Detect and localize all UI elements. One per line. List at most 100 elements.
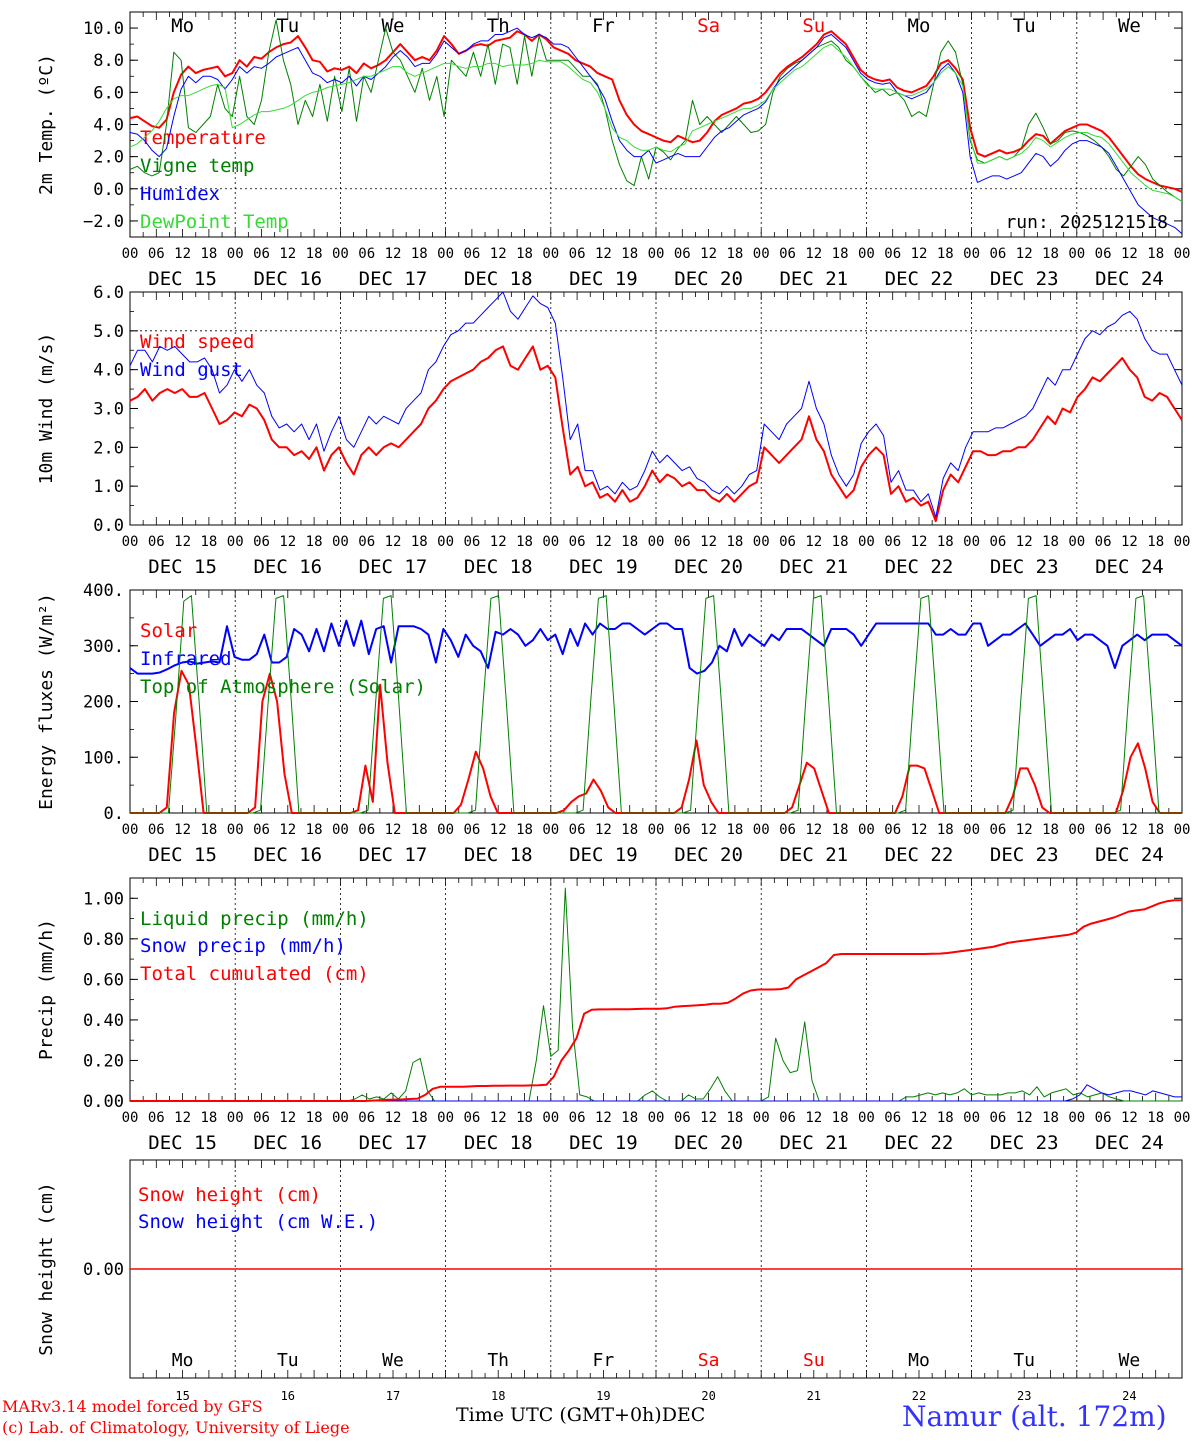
hour-tick-label: 00 <box>753 822 770 838</box>
hour-tick-label: 00 <box>227 822 244 838</box>
date-label: DEC 21 <box>779 556 848 578</box>
hour-tick-label: 06 <box>253 822 270 838</box>
hour-tick-label: 06 <box>569 246 586 262</box>
hour-tick-label: 18 <box>200 246 217 262</box>
date-label: DEC 20 <box>674 268 743 290</box>
hour-tick-label: 00 <box>122 246 139 262</box>
hour-tick-label: 06 <box>674 534 691 550</box>
legend-entry: Humidex <box>140 183 220 205</box>
y-tick-label: 0.40 <box>83 1011 124 1031</box>
hour-tick-label: 18 <box>1042 534 1059 550</box>
hour-tick-label: 00 <box>753 534 770 550</box>
hour-tick-label: 12 <box>385 534 402 550</box>
y-tick-label: 10.0 <box>83 19 124 39</box>
date-label: DEC 24 <box>1095 556 1164 578</box>
date-label: DEC 24 <box>1095 844 1164 866</box>
day-name-label: Sa <box>697 15 720 37</box>
hour-tick-label: 18 <box>937 822 954 838</box>
hour-tick-label: 12 <box>279 1110 296 1126</box>
series-line-infrared <box>129 619 1183 675</box>
y-tick-label: −2.0 <box>83 212 124 232</box>
legend-entry: Top of Atmosphere (Solar) <box>140 676 426 698</box>
hour-tick-label: 12 <box>490 246 507 262</box>
hour-tick-label: 00 <box>437 246 454 262</box>
date-label: DEC 16 <box>253 1132 322 1154</box>
hour-tick-label: 06 <box>779 822 796 838</box>
hour-tick-label: 00 <box>122 1110 139 1126</box>
date-label: DEC 20 <box>674 844 743 866</box>
date-label: DEC 24 <box>1095 1132 1164 1154</box>
hour-tick-label: 18 <box>726 822 743 838</box>
day-number-label: 16 <box>281 1389 295 1403</box>
hour-tick-label: 00 <box>858 534 875 550</box>
panel-1: −2.0 0.0 2.0 4.0 6.0 8.0 10.0 2m Temp. (ºC) 00 06… <box>36 11 1190 290</box>
month-label: DEC <box>661 1404 706 1426</box>
hour-tick-label: 12 <box>911 822 928 838</box>
date-label: DEC 19 <box>569 1132 638 1154</box>
date-label: DEC 23 <box>990 1132 1059 1154</box>
hour-tick-label: 12 <box>279 822 296 838</box>
date-label: DEC 22 <box>885 1132 954 1154</box>
day-number-label: 22 <box>912 1389 926 1403</box>
y-tick-label: 200. <box>83 693 124 713</box>
day-number-label: 19 <box>596 1389 610 1403</box>
series-line-dewpoint-temp <box>129 43 1183 203</box>
hour-tick-label: 06 <box>569 822 586 838</box>
hour-tick-label: 06 <box>779 246 796 262</box>
hour-tick-label: 12 <box>911 246 928 262</box>
hour-tick-label: 00 <box>332 246 349 262</box>
station-name: Namur (alt. 172m) <box>902 1400 1167 1433</box>
y-tick-label: 0. <box>104 804 124 824</box>
hour-tick-label: 06 <box>674 822 691 838</box>
hour-tick-label: 00 <box>542 1110 559 1126</box>
hour-tick-label: 06 <box>358 822 375 838</box>
date-label: DEC 24 <box>1095 268 1164 290</box>
hour-tick-label: 12 <box>805 246 822 262</box>
hour-tick-label: 06 <box>148 534 165 550</box>
hour-tick-label: 00 <box>648 822 665 838</box>
hour-tick-label: 18 <box>1042 246 1059 262</box>
date-label: DEC 17 <box>359 556 428 578</box>
hour-tick-label: 06 <box>569 1110 586 1126</box>
hour-tick-label: 06 <box>884 822 901 838</box>
hour-tick-label: 18 <box>726 1110 743 1126</box>
date-label: DEC 20 <box>674 1132 743 1154</box>
hour-tick-label: 06 <box>779 1110 796 1126</box>
date-label: DEC 15 <box>148 844 217 866</box>
hour-tick-label: 00 <box>542 534 559 550</box>
date-label: DEC 18 <box>464 556 533 578</box>
hour-tick-label: 00 <box>963 534 980 550</box>
credit-line-1: MARv3.14 model forced by GFS <box>2 1397 263 1416</box>
date-label: DEC 17 <box>359 1132 428 1154</box>
y-tick-label: 0.00 <box>83 1092 124 1112</box>
y-axis-title: Energy fluxes (W/m²) <box>36 593 57 810</box>
hour-tick-label: 18 <box>200 534 217 550</box>
hour-tick-label: 12 <box>700 534 717 550</box>
date-label: DEC 22 <box>885 556 954 578</box>
hour-tick-label: 18 <box>411 1110 428 1126</box>
day-name-label: Sa <box>698 1350 720 1371</box>
day-name-label: We <box>382 15 405 37</box>
series-line-humidex <box>129 27 1183 235</box>
hour-tick-label: 00 <box>332 534 349 550</box>
hour-tick-label: 12 <box>805 1110 822 1126</box>
y-tick-label: 0.60 <box>83 970 124 990</box>
hour-tick-label: 00 <box>1068 246 1085 262</box>
y-tick-label: 4.0 <box>93 361 124 381</box>
hour-tick-label: 00 <box>753 246 770 262</box>
day-name-label: Su <box>803 1350 825 1371</box>
day-name-label: Tu <box>1013 15 1036 37</box>
legend-entry: Infrared <box>140 648 232 670</box>
hour-tick-label: 00 <box>858 1110 875 1126</box>
hour-tick-label: 00 <box>1174 822 1191 838</box>
model-credits: MARv3.14 model forced by GFS (c) Lab. of… <box>2 1396 350 1438</box>
hour-tick-label: 12 <box>174 1110 191 1126</box>
y-axis-title: 10m Wind (m/s) <box>36 333 57 485</box>
hour-tick-label: 06 <box>1095 1110 1112 1126</box>
hour-tick-label: 06 <box>148 1110 165 1126</box>
series-line-total-cumulated-cm <box>130 899 1182 1102</box>
hour-tick-label: 00 <box>648 534 665 550</box>
legend-entry: Snow height (cm W.E.) <box>138 1211 378 1233</box>
hour-tick-label: 18 <box>306 822 323 838</box>
